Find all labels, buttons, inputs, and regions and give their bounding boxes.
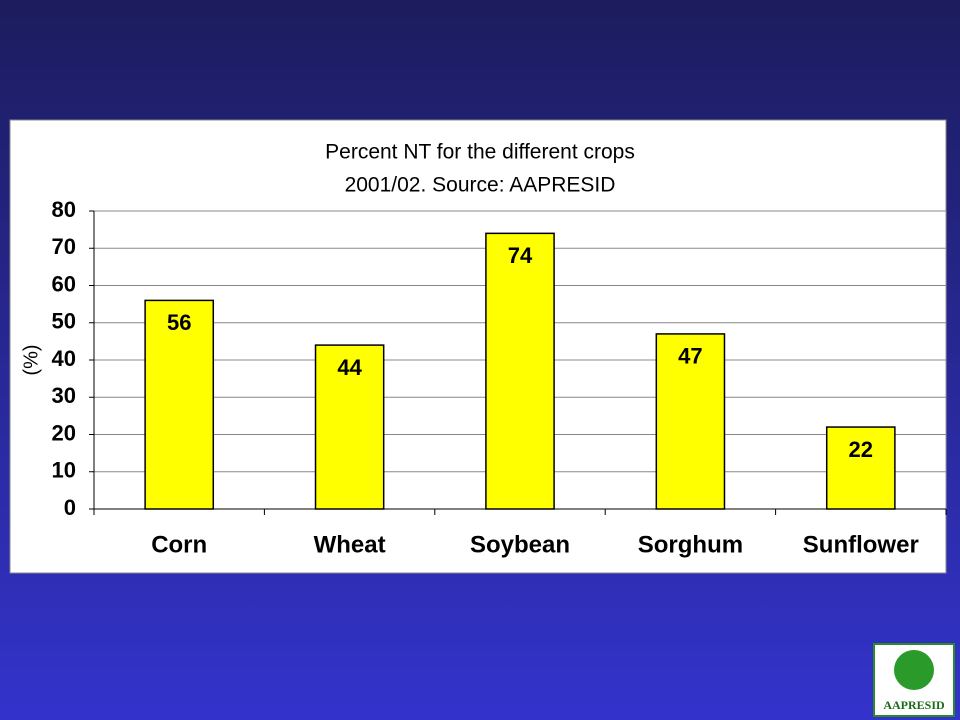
y-tick-label: 30	[52, 383, 76, 408]
y-tick-label: 20	[52, 420, 76, 445]
logo: AAPRESID	[873, 643, 955, 717]
y-tick-label: 40	[52, 346, 76, 371]
y-tick-label: 80	[52, 197, 76, 222]
bar	[825, 426, 896, 510]
logo-emblem	[894, 650, 934, 690]
data-label: 22	[849, 437, 873, 462]
data-label: 44	[337, 355, 362, 380]
y-axis-label: (%)	[20, 344, 42, 375]
y-tick-label: 0	[64, 495, 76, 520]
logo-text: AAPRESID	[883, 698, 945, 712]
x-tick-label: Corn	[151, 531, 207, 558]
bar	[314, 344, 385, 510]
bar	[655, 333, 726, 510]
x-tick-label: Sunflower	[803, 531, 919, 558]
data-label: 56	[167, 310, 191, 335]
y-tick-label: 60	[52, 271, 76, 296]
x-tick-label: Wheat	[314, 531, 386, 558]
chart-subtitle: 2001/02. Source: AAPRESID	[345, 174, 616, 197]
y-tick-label: 10	[52, 458, 76, 483]
bar	[144, 299, 215, 510]
bar	[485, 232, 555, 510]
chart-title: Percent NT for the different crops	[325, 141, 635, 164]
y-tick-label: 70	[52, 234, 76, 259]
x-tick-label: Sorghum	[638, 531, 743, 558]
data-label: 47	[678, 344, 702, 369]
x-tick-label: Soybean	[470, 531, 570, 558]
data-label: 74	[508, 243, 533, 268]
y-tick-label: 50	[52, 309, 76, 334]
